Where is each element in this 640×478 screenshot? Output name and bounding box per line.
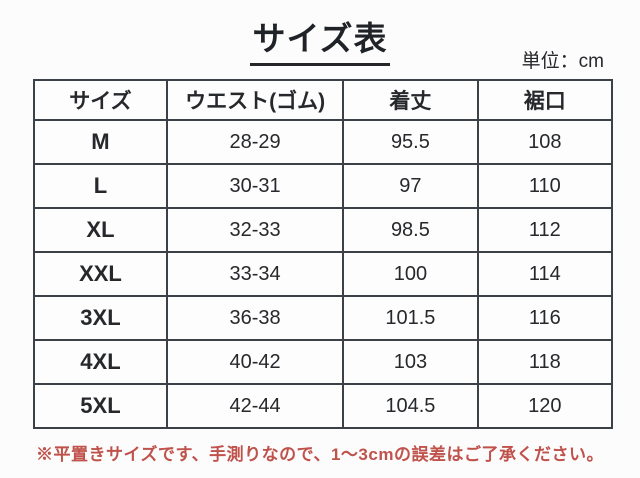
hem-cell: 110 — [476, 163, 614, 209]
size-cell: XL — [33, 207, 168, 253]
table-row: 3XL 36-38 101.5 116 — [33, 295, 614, 341]
page-title-text: サイズ表 — [250, 12, 390, 66]
measurement-note: ※平置きサイズです、手測りなので、1～3cmの誤差はご了承ください。 — [36, 445, 604, 464]
hem-cell: 118 — [476, 339, 614, 385]
length-cell: 100 — [342, 251, 479, 297]
size-cell: XXL — [33, 251, 168, 297]
length-cell: 101.5 — [342, 295, 479, 341]
hem-cell: 108 — [476, 119, 614, 165]
waist-cell: 33-34 — [165, 251, 345, 297]
col-header-size: サイズ — [33, 79, 168, 121]
waist-cell: 42-44 — [165, 383, 345, 429]
hem-cell: 116 — [476, 295, 614, 341]
table-row: 5XL 42-44 104.5 120 — [33, 383, 614, 429]
hem-cell: 120 — [476, 383, 614, 429]
table-header-row: サイズ ウエスト(ゴム) 着丈 裾口 — [33, 79, 614, 121]
waist-cell: 32-33 — [165, 207, 345, 253]
waist-cell: 28-29 — [165, 119, 345, 165]
unit-label: 単位：cm — [521, 51, 604, 72]
table-row: L 30-31 97 110 — [33, 163, 614, 209]
page-title: サイズ表 — [0, 12, 640, 66]
waist-cell: 30-31 — [165, 163, 345, 209]
length-cell: 104.5 — [342, 383, 479, 429]
size-cell: 4XL — [33, 339, 168, 385]
table-row: 4XL 40-42 103 118 — [33, 339, 614, 385]
length-cell: 103 — [342, 339, 479, 385]
table-row: XL 32-33 98.5 112 — [33, 207, 614, 253]
col-header-length: 着丈 — [342, 79, 479, 121]
size-cell: L — [33, 163, 168, 209]
length-cell: 98.5 — [342, 207, 479, 253]
size-cell: M — [33, 119, 168, 165]
table-row: XXL 33-34 100 114 — [33, 251, 614, 297]
waist-cell: 36-38 — [165, 295, 345, 341]
size-table: サイズ ウエスト(ゴム) 着丈 裾口 M 28-29 95.5 108 L 30… — [33, 79, 614, 429]
length-cell: 95.5 — [342, 119, 479, 165]
col-header-waist: ウエスト(ゴム) — [165, 79, 345, 121]
size-cell: 5XL — [33, 383, 168, 429]
hem-cell: 114 — [476, 251, 614, 297]
length-cell: 97 — [342, 163, 479, 209]
col-header-hem: 裾口 — [476, 79, 614, 121]
size-cell: 3XL — [33, 295, 168, 341]
waist-cell: 40-42 — [165, 339, 345, 385]
table-row: M 28-29 95.5 108 — [33, 119, 614, 165]
hem-cell: 112 — [476, 207, 614, 253]
